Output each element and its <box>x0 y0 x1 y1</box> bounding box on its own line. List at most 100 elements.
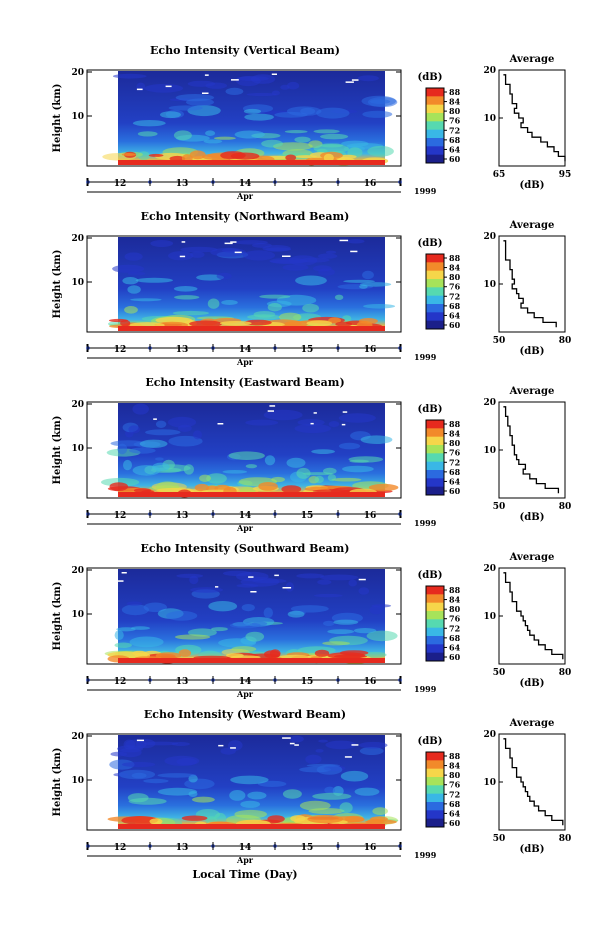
average-frame <box>498 401 566 499</box>
average-y-tick-label: 20 <box>483 232 496 242</box>
average-profile-line <box>503 240 557 328</box>
x-tick-label: 12 <box>114 179 127 189</box>
colorbar-tick-label: 80 <box>449 272 461 282</box>
colorbar-swatch <box>426 644 444 654</box>
month-label: Apr <box>236 855 254 865</box>
colorbar-tick-label: 80 <box>449 604 461 614</box>
x-tick-label: 12 <box>114 345 127 355</box>
colorbar-tick-label: 64 <box>449 310 461 320</box>
colorbar-swatch <box>426 594 444 604</box>
ground-clutter-band <box>118 326 385 331</box>
colorbar-tick-label: 68 <box>449 135 461 145</box>
x-tick-label: 16 <box>364 677 377 687</box>
colorbar-unit: (dB) <box>418 570 443 581</box>
x-tick-label: 13 <box>176 511 189 521</box>
average-y-tick-label: 20 <box>483 66 496 76</box>
colorbar-tick-label: 60 <box>449 154 461 164</box>
colorbar-tick-label: 60 <box>449 652 461 662</box>
colorbar-tick-label: 88 <box>449 419 461 429</box>
x-axis-label: Local Time (Day) <box>192 868 297 881</box>
colorbar-tick-label: 76 <box>449 282 461 292</box>
x-tick-label: 15 <box>301 345 314 355</box>
colorbar-tick-label: 68 <box>449 467 461 477</box>
y-tick-label: 20 <box>71 566 84 576</box>
colorbar-tick-label: 80 <box>449 106 461 116</box>
average-x-tick-label: 65 <box>493 170 506 180</box>
x-tick-label: 12 <box>114 677 127 687</box>
x-tick-label: 16 <box>364 511 377 521</box>
x-tick-label: 12 <box>114 843 127 853</box>
colorbar-swatch <box>426 262 444 272</box>
colorbar-swatch <box>426 470 444 479</box>
month-label: Apr <box>236 523 254 533</box>
x-tick-label: 14 <box>239 179 252 189</box>
colorbar-unit: (dB) <box>418 72 443 83</box>
beam-panel-2: Echo Intensity (Eastward Beam) 20 10 Height… <box>52 376 571 533</box>
colorbar-tick-label: 72 <box>449 125 460 135</box>
colorbar-swatch <box>426 428 444 438</box>
x-tick-label: 14 <box>239 677 252 687</box>
average-x-label: (dB) <box>520 512 545 523</box>
colorbar-swatch <box>426 818 444 828</box>
x-tick-label: 13 <box>176 843 189 853</box>
average-x-tick-label: 80 <box>559 834 572 844</box>
x-tick-label: 15 <box>301 511 314 521</box>
colorbar-tick-label: 64 <box>449 642 461 652</box>
plot-frame <box>86 733 402 831</box>
y-axis-label: Height (km) <box>52 416 63 485</box>
year-label: 1999 <box>414 186 437 196</box>
y-tick-label: 10 <box>71 610 84 620</box>
plot-frame <box>86 69 402 167</box>
plot-frame <box>86 567 402 665</box>
colorbar-tick-label: 76 <box>449 116 461 126</box>
year-label: 1999 <box>414 850 437 860</box>
y-tick-label: 10 <box>71 112 84 122</box>
colorbar-swatch <box>426 602 444 612</box>
colorbar-swatch <box>426 138 444 147</box>
colorbar-tick-label: 68 <box>449 799 461 809</box>
average-profile-line <box>503 406 560 494</box>
y-tick-label: 20 <box>71 400 84 410</box>
colorbar-tick-label: 84 <box>449 429 461 439</box>
colorbar-swatch <box>426 146 444 156</box>
colorbar-swatch <box>426 619 444 629</box>
beam-panel-4: Echo Intensity (Westward Beam) 20 10 Height… <box>52 708 571 865</box>
colorbar-swatch <box>426 777 444 786</box>
y-tick-label: 20 <box>71 234 84 244</box>
colorbar-swatch <box>426 270 444 280</box>
colorbar-unit: (dB) <box>418 404 443 415</box>
average-y-tick-label: 10 <box>483 778 496 788</box>
average-title: Average <box>509 718 555 729</box>
average-frame <box>498 235 566 333</box>
beam-panel-1: Echo Intensity (Northward Beam) 20 10 Heigh… <box>52 210 571 367</box>
colorbar-tick-label: 60 <box>449 320 461 330</box>
y-axis-label: Height (km) <box>52 748 63 817</box>
y-tick-label: 10 <box>71 776 84 786</box>
heatmap-echo-structures <box>104 570 398 664</box>
colorbar-swatch <box>426 254 444 263</box>
y-tick-label: 20 <box>71 68 84 78</box>
month-label: Apr <box>236 689 254 699</box>
colorbar-tick-label: 84 <box>449 263 461 273</box>
average-x-label: (dB) <box>520 346 545 357</box>
average-x-tick-label: 50 <box>493 502 506 512</box>
month-label: Apr <box>236 191 254 201</box>
colorbar-unit: (dB) <box>418 238 443 249</box>
colorbar-tick-label: 80 <box>449 438 461 448</box>
colorbar-tick-label: 60 <box>449 486 461 496</box>
average-title: Average <box>509 54 555 65</box>
colorbar-tick-label: 88 <box>449 87 461 97</box>
colorbar-tick-label: 72 <box>449 623 460 633</box>
colorbar-swatch <box>426 445 444 454</box>
colorbar-tick-label: 76 <box>449 780 461 790</box>
colorbar-swatch <box>426 436 444 446</box>
colorbar-swatch <box>426 154 444 164</box>
average-x-tick-label: 95 <box>559 170 572 180</box>
colorbar-swatch <box>426 636 444 645</box>
